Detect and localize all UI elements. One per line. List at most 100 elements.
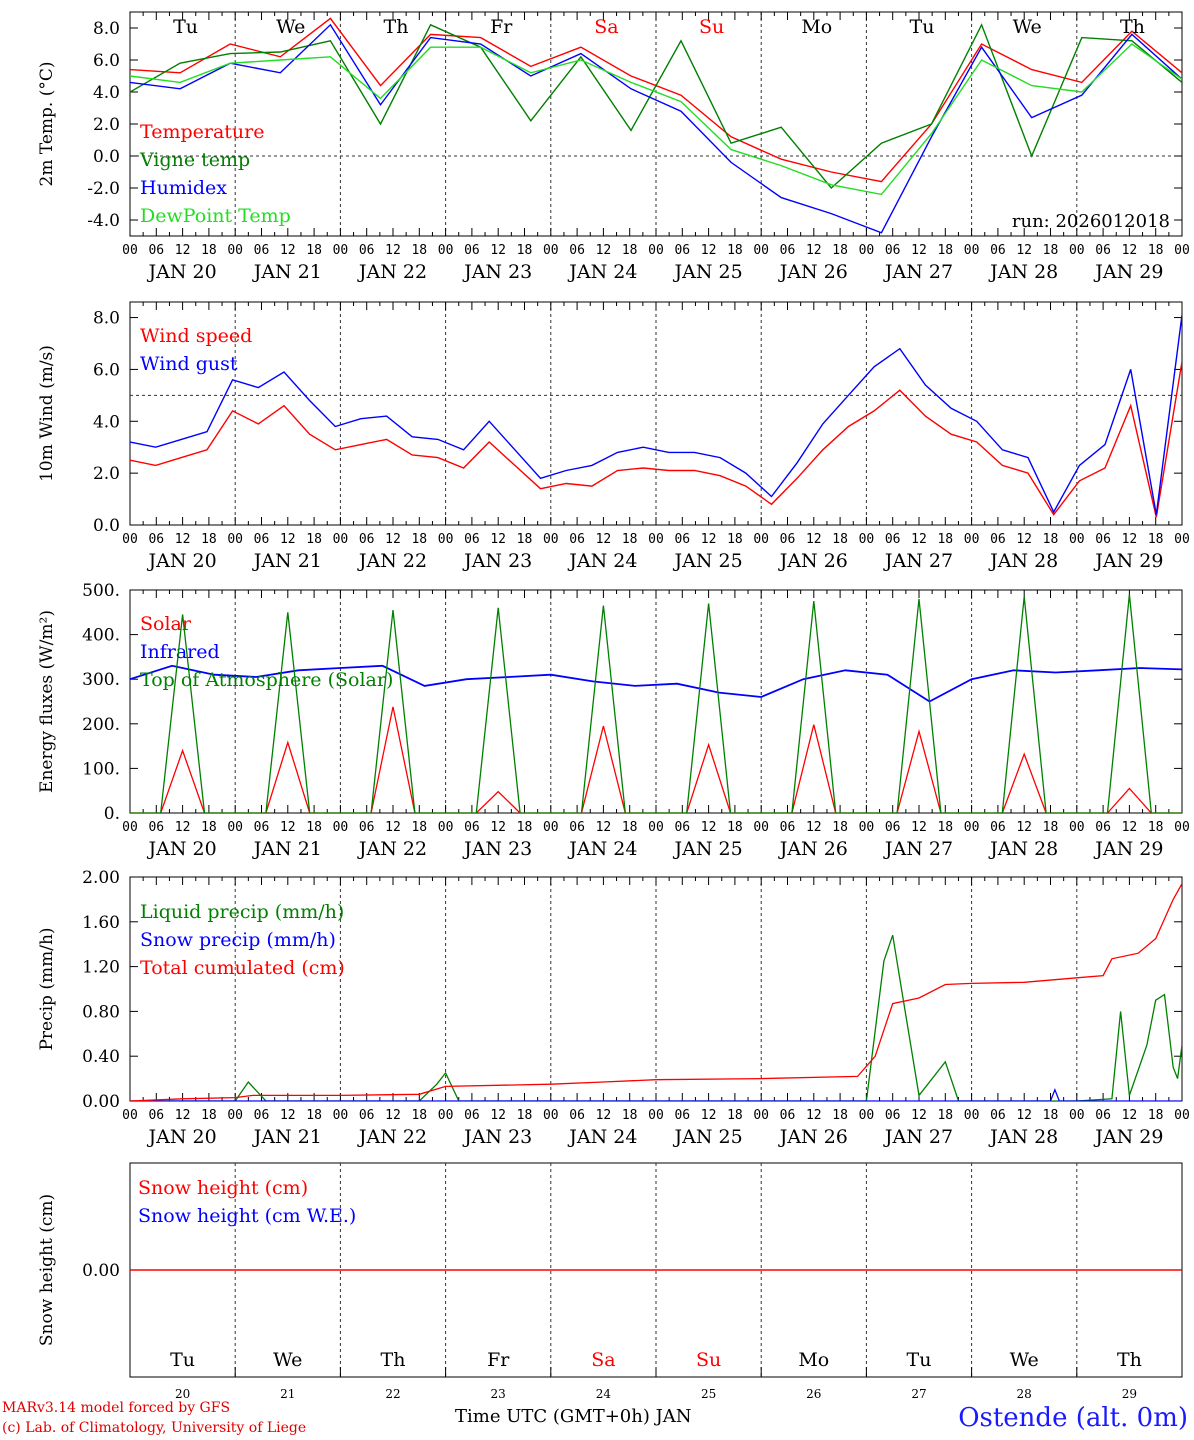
weekday-label: Th xyxy=(1120,16,1145,38)
station-title: Ostende (alt. 0m) xyxy=(958,1403,1188,1433)
legend-humidex: Humidex xyxy=(140,177,227,199)
hour-tick-label: 18 xyxy=(937,243,953,258)
hour-tick-label: 00 xyxy=(543,243,559,258)
weekday-label: We xyxy=(1013,16,1042,38)
day-number-label: 20 xyxy=(175,1387,190,1401)
credit-model: MARv3.14 model forced by GFS xyxy=(2,1400,231,1416)
weekday-label: We xyxy=(276,16,305,38)
hour-tick-label: 12 xyxy=(911,243,927,258)
date-label: JAN 29 xyxy=(1093,838,1163,860)
hour-tick-label: 18 xyxy=(937,532,953,547)
hour-tick-label: 00 xyxy=(753,532,769,547)
y-tick-label: -2.0 xyxy=(87,179,120,199)
hour-tick-label: 06 xyxy=(569,532,585,547)
hour-tick-label: 06 xyxy=(780,532,796,547)
hour-tick-label: 12 xyxy=(490,820,506,835)
hour-tick-label: 00 xyxy=(438,1108,454,1123)
hour-tick-label: 12 xyxy=(385,820,401,835)
date-label: JAN 28 xyxy=(988,1126,1058,1148)
hour-tick-label: 18 xyxy=(727,1108,743,1123)
hour-tick-label: 18 xyxy=(201,1108,217,1123)
hour-tick-label: 18 xyxy=(1148,820,1164,835)
date-label: JAN 25 xyxy=(673,550,743,572)
legend-snow-height-cm: Snow height (cm) xyxy=(138,1177,308,1199)
hour-tick-label: 18 xyxy=(937,820,953,835)
date-label: JAN 23 xyxy=(462,261,532,283)
hour-tick-label: 00 xyxy=(648,532,664,547)
hour-tick-label: 12 xyxy=(490,1108,506,1123)
hour-tick-label: 12 xyxy=(911,820,927,835)
date-label: JAN 22 xyxy=(357,1126,427,1148)
y-tick-label: 400. xyxy=(82,626,120,646)
panel-frame-1 xyxy=(129,11,1183,237)
hour-tick-label: 06 xyxy=(990,243,1006,258)
hour-tick-label: 18 xyxy=(201,820,217,835)
day-number-label: 25 xyxy=(701,1387,716,1401)
hour-tick-label: 00 xyxy=(1174,243,1190,258)
hour-tick-label: 12 xyxy=(280,243,296,258)
hour-tick-label: 12 xyxy=(1122,1108,1138,1123)
hour-tick-label: 06 xyxy=(148,532,164,547)
hour-tick-label: 12 xyxy=(806,820,822,835)
weekday-label: Fr xyxy=(487,1349,510,1371)
y-tick-label: 0.40 xyxy=(82,1047,120,1067)
hour-tick-label: 12 xyxy=(806,1108,822,1123)
run-label: run: 2026012018 xyxy=(1012,211,1170,232)
hour-tick-label: 18 xyxy=(411,243,427,258)
date-label: JAN 21 xyxy=(252,1126,322,1148)
hour-tick-label: 18 xyxy=(517,820,533,835)
hour-tick-label: 12 xyxy=(1016,532,1032,547)
legend-solar: Solar xyxy=(140,613,192,635)
series-solar xyxy=(130,706,1182,813)
hour-tick-label: 18 xyxy=(517,243,533,258)
hour-tick-label: 18 xyxy=(201,243,217,258)
y-axis-label: Precip (mm/h) xyxy=(37,927,57,1050)
legend-total-cumulated-cm: Total cumulated (cm) xyxy=(140,957,345,979)
date-label: JAN 24 xyxy=(567,550,637,572)
hour-tick-label: 00 xyxy=(1174,532,1190,547)
y-tick-label: 0. xyxy=(104,804,120,824)
hour-tick-label: 12 xyxy=(701,820,717,835)
y-tick-label: -4.0 xyxy=(87,211,120,231)
legend-top-of-atmosphere-solar: Top of Atmosphere (Solar) xyxy=(140,669,393,691)
hour-tick-label: 12 xyxy=(911,1108,927,1123)
hour-tick-label: 12 xyxy=(806,243,822,258)
hour-tick-label: 12 xyxy=(596,1108,612,1123)
hour-tick-label: 00 xyxy=(753,820,769,835)
y-tick-label: 0.0 xyxy=(93,147,120,167)
date-label: JAN 21 xyxy=(252,550,322,572)
date-label: JAN 29 xyxy=(1093,261,1163,283)
hour-tick-label: 06 xyxy=(254,532,270,547)
date-label: JAN 26 xyxy=(778,261,848,283)
y-tick-label: 4.0 xyxy=(93,412,120,432)
y-tick-label: 100. xyxy=(82,759,120,779)
hour-tick-label: 18 xyxy=(306,820,322,835)
hour-tick-label: 18 xyxy=(832,532,848,547)
weekday-label: We xyxy=(1010,1349,1039,1371)
hour-tick-label: 12 xyxy=(490,532,506,547)
hour-tick-label: 00 xyxy=(543,820,559,835)
series-dewpoint-temp xyxy=(130,43,1182,196)
hour-tick-label: 12 xyxy=(175,532,191,547)
hour-tick-label: 12 xyxy=(385,1108,401,1123)
hour-tick-label: 00 xyxy=(859,1108,875,1123)
y-tick-label: 1.20 xyxy=(82,958,120,978)
hour-tick-label: 18 xyxy=(1043,1108,1059,1123)
date-label: JAN 25 xyxy=(673,838,743,860)
date-label: JAN 27 xyxy=(883,261,953,283)
hour-tick-label: 00 xyxy=(227,532,243,547)
date-label: JAN 25 xyxy=(673,261,743,283)
date-label: JAN 21 xyxy=(252,261,322,283)
hour-tick-label: 00 xyxy=(1069,1108,1085,1123)
hour-tick-label: 18 xyxy=(411,532,427,547)
hour-tick-label: 18 xyxy=(622,243,638,258)
hour-tick-label: 00 xyxy=(964,243,980,258)
hour-tick-label: 06 xyxy=(674,243,690,258)
hour-tick-label: 18 xyxy=(622,820,638,835)
day-number-label: 28 xyxy=(1017,1387,1032,1401)
series-top-of-atmosphere-solar xyxy=(130,594,1182,813)
hour-tick-label: 06 xyxy=(990,820,1006,835)
date-label: JAN 23 xyxy=(462,1126,532,1148)
legend-snow-precip-mm-h: Snow precip (mm/h) xyxy=(140,929,336,951)
date-label: JAN 20 xyxy=(147,550,217,572)
